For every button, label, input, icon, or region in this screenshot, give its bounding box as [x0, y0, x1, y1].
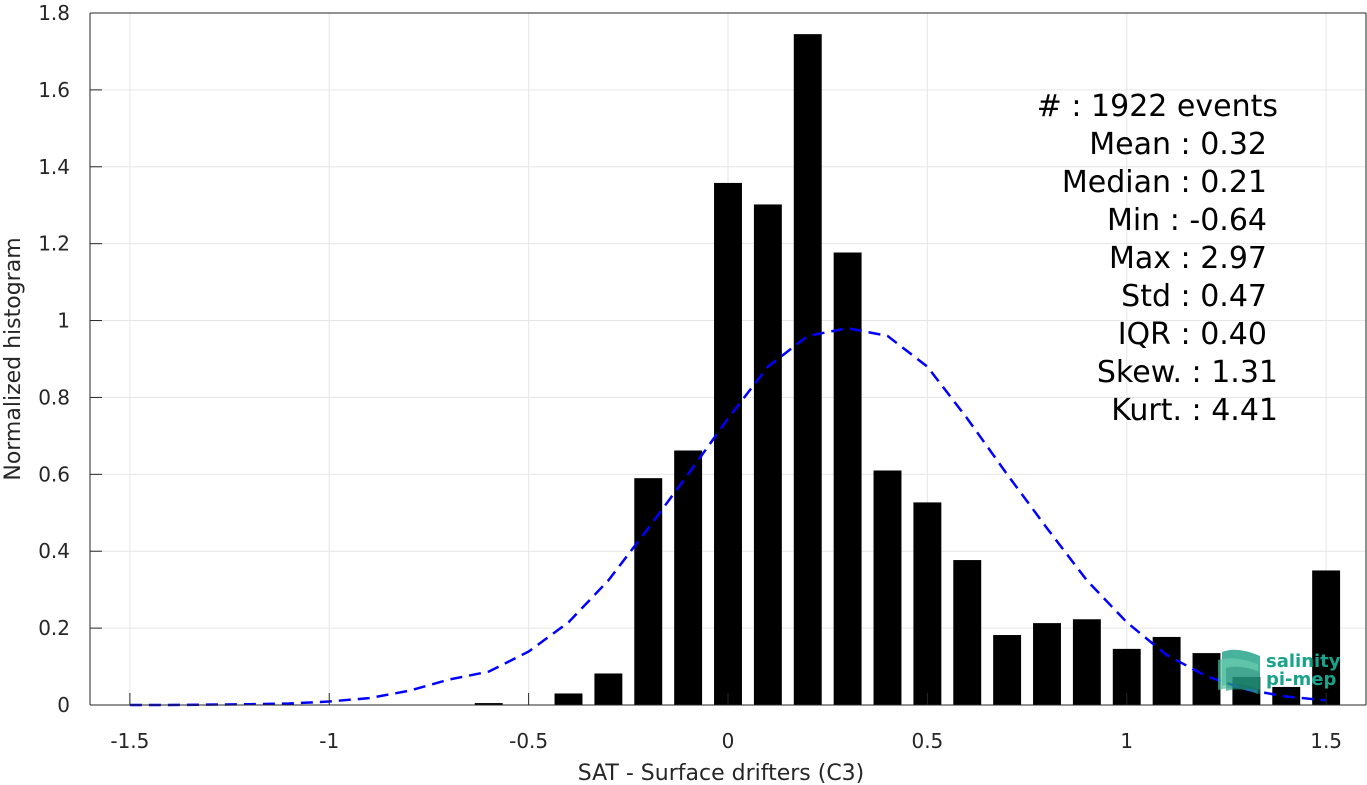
y-tick-label: 0.2	[38, 616, 70, 640]
histogram-bar	[1152, 636, 1181, 705]
histogram-bar	[913, 502, 942, 705]
histogram-bar	[674, 450, 703, 705]
y-tick-label: 0.4	[38, 539, 70, 563]
histogram-bar	[1312, 570, 1341, 705]
stat-line: # : 1922 events	[1037, 89, 1278, 124]
stat-line: Std : 0.47	[1121, 279, 1267, 314]
histogram-bar	[833, 252, 862, 705]
y-tick-label: 0.6	[38, 462, 70, 486]
stat-line: Max : 2.97	[1109, 241, 1267, 276]
x-tick-label: 1	[1120, 729, 1133, 753]
y-tick-label: 1.4	[38, 155, 70, 179]
x-tick-label: -1	[319, 729, 339, 753]
stat-line: Min : -0.64	[1107, 203, 1267, 238]
histogram-bar	[714, 182, 742, 705]
y-tick-label: 0.8	[38, 385, 70, 409]
y-axis-label: Normalized histogram	[1, 237, 26, 480]
histogram-bar	[1033, 623, 1061, 705]
logo-text-salinity: salinity	[1266, 651, 1341, 672]
stat-line: IQR : 0.40	[1118, 317, 1267, 352]
y-tick-label: 1	[57, 309, 70, 333]
x-axis-label: SAT - Surface drifters (C3)	[578, 761, 865, 785]
logo-wave-icon	[1218, 649, 1260, 694]
histogram-bar	[554, 693, 583, 705]
histogram-bar	[953, 560, 982, 705]
x-tick-label: 1.5	[1310, 729, 1342, 753]
x-tick-label: -0.5	[509, 729, 548, 753]
logo-text-pimep: pi-mep	[1266, 669, 1336, 690]
x-tick-label: -1.5	[110, 729, 149, 753]
histogram-bars	[474, 34, 1341, 705]
histogram-bar	[793, 34, 822, 705]
stat-line: Kurt. : 4.41	[1111, 393, 1278, 428]
x-tick-label: 0	[722, 729, 735, 753]
y-ticks: 0 0.2 0.4 0.6 0.8 1 1.2 1.4 1.6 1.8	[38, 1, 102, 717]
histogram-bar	[474, 703, 503, 705]
histogram-bar	[634, 478, 663, 705]
x-ticks: -1.5 -1 -0.5 0 0.5 1 1.5	[110, 693, 1342, 753]
y-tick-label: 1.8	[38, 1, 70, 25]
y-tick-label: 0	[57, 693, 70, 717]
x-tick-label: 0.5	[911, 729, 943, 753]
histogram-bar	[993, 635, 1022, 705]
histogram-bar	[873, 470, 902, 705]
y-tick-label: 1.2	[38, 232, 70, 256]
y-tick-label: 1.6	[38, 78, 70, 102]
stat-line: Skew. : 1.31	[1097, 355, 1278, 390]
histogram-bar	[594, 673, 623, 705]
histogram-bar	[753, 204, 782, 705]
histogram-bar	[1072, 619, 1101, 705]
stat-line: Mean : 0.32	[1089, 127, 1267, 162]
stat-line: Median : 0.21	[1062, 165, 1267, 200]
salinity-pimep-logo: salinity pi-mep	[1218, 649, 1341, 694]
